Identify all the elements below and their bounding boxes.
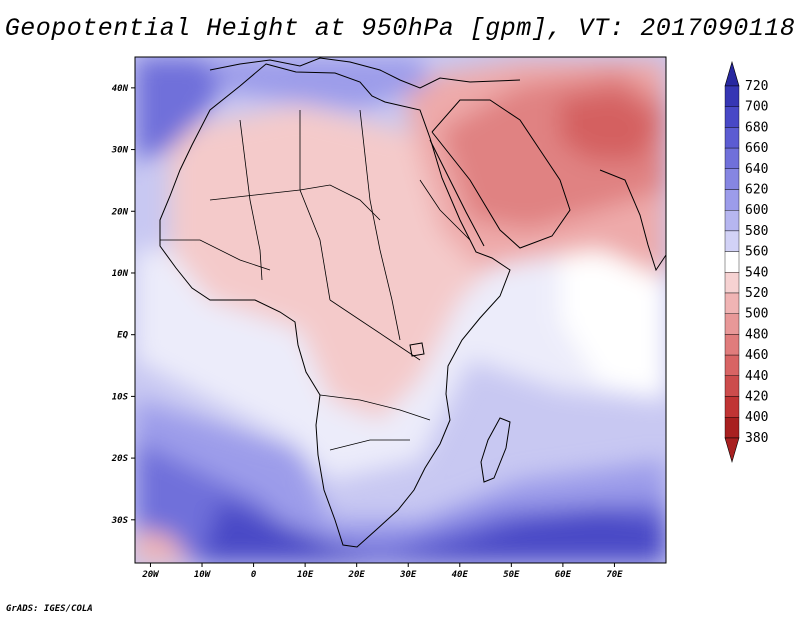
colorbar-swatch <box>724 313 740 335</box>
colorbar-label: 560 <box>745 245 768 260</box>
y-axis: 40N 30N 20N 10N EQ 10S 20S 30S <box>111 84 135 526</box>
y-tick-label: 30N <box>111 146 129 156</box>
coastlines <box>159 57 666 548</box>
colorbar-swatch <box>724 272 740 294</box>
height-field <box>135 57 666 563</box>
colorbar-label: 680 <box>745 120 768 135</box>
y-tick-label: 30S <box>111 516 129 526</box>
red-sea <box>429 139 485 247</box>
arabia-coast <box>431 99 571 249</box>
colorbar-swatch <box>724 230 740 252</box>
colorbar-label: 620 <box>745 183 768 198</box>
colorbar-label: 400 <box>745 410 768 425</box>
colorbar-swatch <box>724 417 740 439</box>
colorbar-label: 520 <box>745 286 768 301</box>
chart-title: Geopotential Height at 950hPa [gpm], VT:… <box>4 14 796 43</box>
colorbar-top-arrow <box>724 60 740 87</box>
colorbar-bottom-arrow <box>724 437 740 463</box>
colorbar-swatch <box>724 85 740 107</box>
colorbar-label: 500 <box>745 307 768 322</box>
colorbar-swatch <box>724 209 740 232</box>
colorbar-label: 640 <box>745 162 768 177</box>
y-tick-label: 20N <box>111 207 129 217</box>
colorbar-label: 380 <box>745 431 768 446</box>
x-tick-label: 50E <box>503 570 520 580</box>
colorbar-swatch <box>724 147 740 170</box>
x-tick-label: 70E <box>606 570 623 580</box>
europe-coast <box>209 57 521 89</box>
y-tick-label: 10N <box>112 269 129 279</box>
colorbar-label: 700 <box>745 100 768 115</box>
colorbar-swatch <box>724 396 740 418</box>
colorbar-label: 480 <box>745 327 768 342</box>
africa-coastline <box>159 63 511 548</box>
colorbar-swatch <box>724 354 740 377</box>
x-tick-label: 40E <box>452 570 469 580</box>
colorbar-swatch <box>724 334 740 356</box>
colorbar-swatch <box>724 127 740 149</box>
x-tick-label: 20E <box>348 570 366 580</box>
colorbar-label: 460 <box>745 348 768 363</box>
grads-credit: GrADS: IGES/COLA <box>6 604 93 614</box>
colorbar-swatch <box>724 251 740 273</box>
india-coast <box>599 169 666 272</box>
colorbar-swatch <box>724 375 740 397</box>
colorbar-label: 600 <box>745 203 768 218</box>
colorbar-swatch <box>724 168 740 190</box>
colorbar: 720 700 680 660 640 620 600 580 560 540 520 500 480 4… <box>724 60 768 463</box>
madagascar <box>480 417 511 483</box>
colorbar-swatch <box>724 106 740 128</box>
field-blue-europe <box>210 57 430 110</box>
field-red-core <box>560 90 660 160</box>
colorbar-label: 660 <box>745 141 768 156</box>
x-tick-label: 10E <box>297 570 314 580</box>
x-tick-label: 10W <box>194 570 212 580</box>
y-tick-label: EQ <box>117 331 128 341</box>
colorbar-label: 420 <box>745 390 768 405</box>
lake-victoria <box>409 342 425 357</box>
field-pink-sw <box>135 530 190 563</box>
plot-frame <box>134 56 667 564</box>
y-tick-label: 40N <box>112 84 129 94</box>
x-tick-label: 60E <box>555 570 572 580</box>
colorbar-label: 580 <box>745 224 768 239</box>
colorbar-swatch <box>724 189 740 211</box>
x-tick-label: 30E <box>399 570 417 580</box>
y-tick-label: 10S <box>112 392 129 402</box>
colorbar-swatch <box>724 292 740 314</box>
x-tick-label: 0 <box>251 570 257 580</box>
x-axis: 20W 10W 0 10E 20E 30E 40E 50E 60E 70E <box>141 563 623 580</box>
borders <box>160 109 471 451</box>
y-tick-label: 20S <box>111 454 129 464</box>
colorbar-label: 540 <box>745 265 768 280</box>
field-blue-nw <box>135 57 230 160</box>
field-blue-south3 <box>200 500 666 563</box>
colorbar-label: 720 <box>745 79 768 94</box>
x-tick-label: 20W <box>141 570 160 580</box>
colorbar-label: 440 <box>745 369 768 384</box>
